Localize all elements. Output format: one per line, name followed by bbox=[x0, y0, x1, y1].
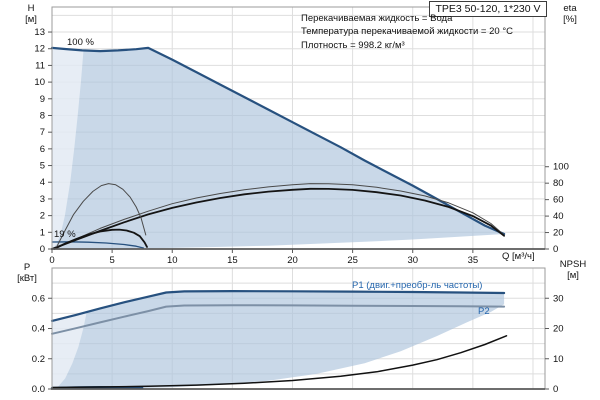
tick-label: 20 bbox=[553, 324, 564, 335]
p1-curve-label: P1 (двиг.+преобр-ль частоты) bbox=[352, 280, 483, 291]
series-head-100pct bbox=[50, 46, 506, 236]
tick-label: 10 bbox=[167, 255, 178, 266]
tick-label: 35 bbox=[468, 255, 479, 266]
tick-label: 0.6 bbox=[32, 293, 45, 304]
tick-label: 30 bbox=[553, 293, 564, 304]
p-axis-unit: [кВт] bbox=[17, 273, 37, 284]
info-line-fluid: Перекачиваемая жидкость = Вода bbox=[301, 13, 453, 24]
tick-label: 25 bbox=[347, 255, 358, 266]
tick-label: 13 bbox=[34, 27, 45, 38]
eta-axis-unit: [%] bbox=[563, 14, 577, 25]
series-eta-total-100pct bbox=[51, 187, 505, 250]
tick-label: 0 bbox=[49, 255, 54, 266]
tick-label: 30 bbox=[407, 255, 418, 266]
tick-label: 0.4 bbox=[32, 324, 45, 335]
tick-label: 60 bbox=[553, 195, 564, 206]
p2-curve-label: P2 bbox=[478, 306, 490, 317]
series-p1-motor-vfd bbox=[50, 290, 506, 322]
tick-label: 8 bbox=[40, 110, 45, 121]
region-low-flow-region bbox=[52, 47, 84, 250]
npsh-axis-unit: [м] bbox=[567, 270, 579, 281]
tick-label: 5 bbox=[109, 255, 114, 266]
eta-axis-symbol: eta bbox=[563, 3, 577, 14]
tick-label: 100 bbox=[553, 162, 569, 173]
tick-label: 10 bbox=[34, 77, 45, 88]
tick-label: 9 bbox=[40, 94, 45, 105]
info-line-temperature: Температура перекачиваемой жидкости = 20… bbox=[301, 26, 513, 38]
region-low-flow-region-power bbox=[52, 311, 87, 389]
series-eta-total-min-speed bbox=[53, 228, 148, 250]
region-operating-envelope bbox=[52, 47, 505, 250]
tick-label: 0 bbox=[553, 244, 558, 255]
tick-label: 7 bbox=[40, 127, 45, 138]
tick-label: 12 bbox=[34, 44, 45, 55]
tick-label: 80 bbox=[553, 178, 564, 189]
tick-label: 20 bbox=[287, 255, 298, 266]
pump-model-title: TPE3 50-120, 1*230 V bbox=[429, 1, 547, 17]
q-axis-label: Q [м³/ч] bbox=[502, 251, 535, 262]
p-axis-title: P [кВт] bbox=[6, 262, 48, 284]
tick-label: 11 bbox=[35, 60, 45, 71]
tick-label: 40 bbox=[553, 211, 564, 222]
tick-label: 4 bbox=[40, 177, 45, 188]
series-eta-pump-min-speed bbox=[55, 183, 147, 250]
series-eta-pump-100pct bbox=[51, 183, 505, 250]
h-axis-unit: [м] bbox=[25, 14, 37, 25]
series-p2-shaft bbox=[51, 304, 506, 335]
speed-100-curve-label: 100 % bbox=[67, 37, 94, 48]
info-line-density: Плотность = 998.2 кг/м³ bbox=[301, 39, 405, 51]
npsh-axis-symbol: NPSH bbox=[559, 259, 587, 270]
h-axis-symbol: H bbox=[27, 3, 35, 14]
speed-min-curve-label: 19 % bbox=[54, 229, 76, 240]
fluid-info-block: Перекачиваемая жидкость = Вода Температу… bbox=[301, 12, 513, 52]
tick-label: 3 bbox=[40, 194, 45, 205]
tick-label: 15 bbox=[227, 255, 238, 266]
tick-label: 5 bbox=[40, 161, 45, 172]
tick-label: 2 bbox=[40, 211, 45, 222]
region-power-envelope bbox=[52, 291, 505, 389]
tick-label: 10 bbox=[553, 354, 564, 365]
h-axis-title: H [м] bbox=[16, 3, 46, 25]
tick-label: 0 bbox=[553, 384, 558, 395]
tick-label: 1 bbox=[40, 227, 45, 238]
eta-axis-title: eta [%] bbox=[551, 3, 589, 25]
series-npsh bbox=[51, 335, 508, 389]
npsh-axis-title: NPSH [м] bbox=[548, 259, 598, 281]
p-axis-symbol: P bbox=[23, 262, 31, 273]
tick-label: 0 bbox=[40, 244, 45, 255]
power-npsh-chart: 0.0 0.2 0.4 0.6 0 10 20 30 bbox=[32, 267, 564, 395]
tick-label: 0.0 bbox=[32, 384, 45, 395]
tick-label: 20 bbox=[553, 228, 564, 239]
tick-label: 0.2 bbox=[32, 354, 45, 365]
tick-label: 6 bbox=[40, 144, 45, 155]
